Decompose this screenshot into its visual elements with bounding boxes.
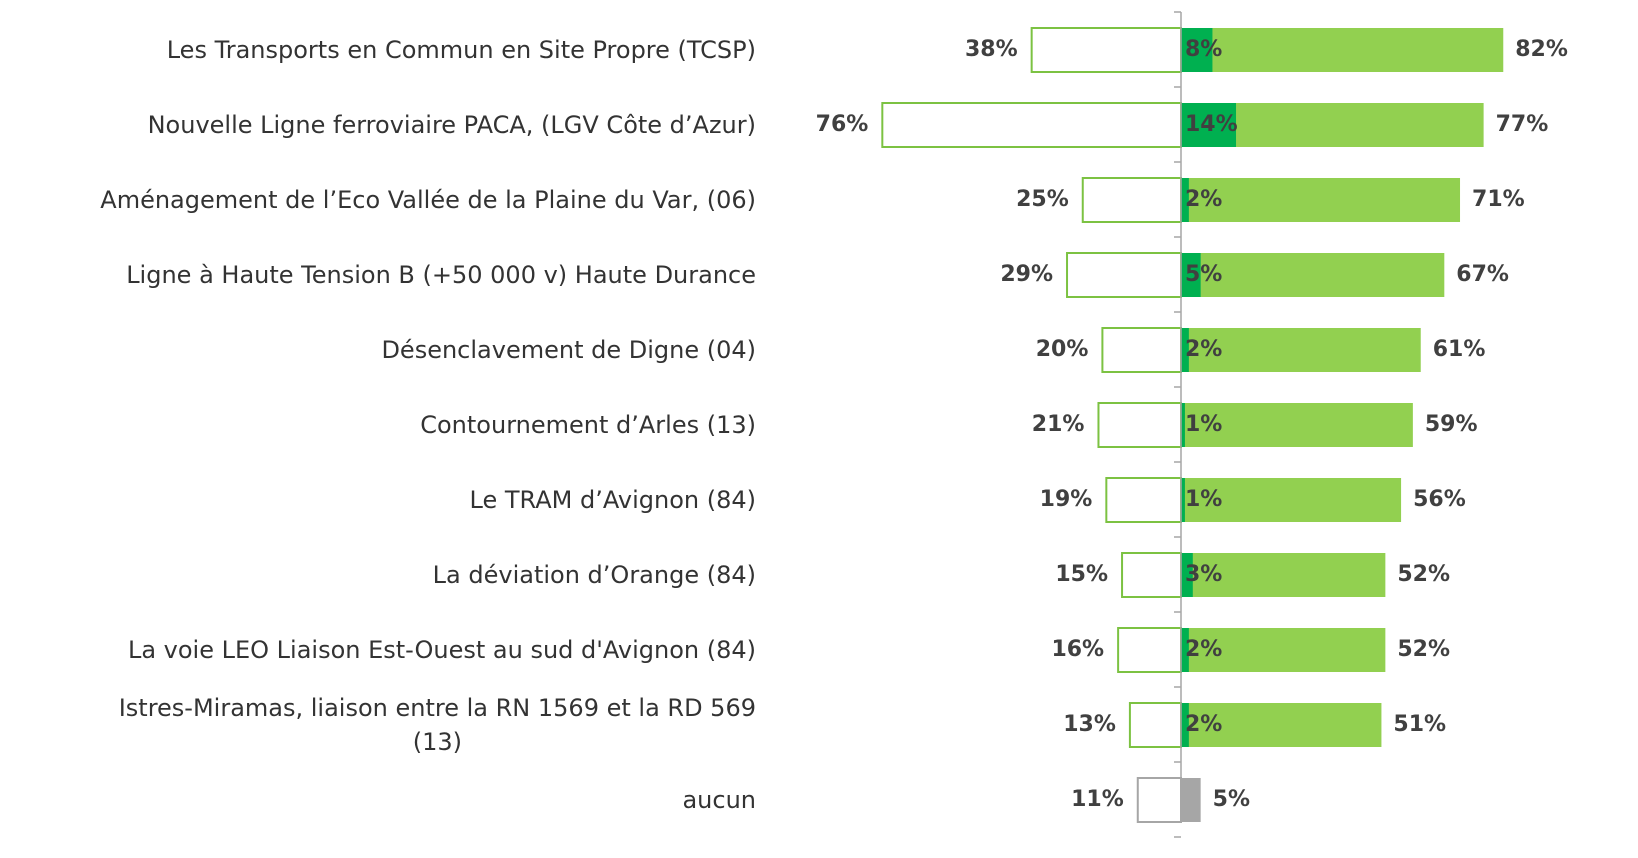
- left-value-label: 16%: [1051, 637, 1104, 662]
- left-value-label: 19%: [1040, 487, 1093, 512]
- category-label: Les Transports en Commun en Site Propre …: [166, 36, 756, 64]
- inner-bar: [1181, 103, 1237, 147]
- inner-bar: [1181, 403, 1185, 447]
- right-bar: [1181, 403, 1413, 447]
- right-value-label: 59%: [1425, 412, 1478, 437]
- category-label: Aménagement de l’Eco Vallée de la Plaine…: [100, 186, 756, 214]
- right-bar: [1181, 553, 1386, 597]
- inner-bar: [1181, 553, 1193, 597]
- inner-value-label: 3%: [1185, 562, 1222, 587]
- category-label: Le TRAM d’Avignon (84): [469, 486, 756, 514]
- category-label: Istres-Miramas, liaison entre la RN 1569…: [118, 694, 756, 756]
- right-value-label: 5%: [1213, 787, 1250, 812]
- inner-value-label: 5%: [1185, 262, 1222, 287]
- right-bar: [1181, 778, 1201, 822]
- inner-bar: [1181, 628, 1189, 672]
- left-value-label: 20%: [1036, 337, 1089, 362]
- right-bar: [1181, 328, 1421, 372]
- left-bar: [1097, 402, 1182, 448]
- left-value-label: 76%: [816, 112, 869, 137]
- left-value-label: 11%: [1071, 787, 1124, 812]
- left-bar: [881, 102, 1182, 148]
- category-label: Nouvelle Ligne ferroviaire PACA, (LGV Cô…: [147, 111, 756, 139]
- right-value-label: 51%: [1393, 712, 1446, 737]
- right-bar: [1181, 28, 1504, 72]
- right-value-label: 77%: [1496, 112, 1549, 137]
- left-value-label: 21%: [1032, 412, 1085, 437]
- inner-value-label: 14%: [1185, 112, 1238, 137]
- right-value-label: 67%: [1456, 262, 1509, 287]
- right-value-label: 71%: [1472, 187, 1525, 212]
- left-bar: [1117, 627, 1182, 673]
- category-label: Contournement d’Arles (13): [420, 411, 756, 439]
- right-bar: [1181, 253, 1445, 297]
- inner-value-label: 2%: [1185, 337, 1222, 362]
- inner-value-label: 2%: [1185, 712, 1222, 737]
- inner-bar: [1181, 28, 1213, 72]
- left-bar: [1121, 552, 1183, 598]
- right-bar: [1181, 703, 1382, 747]
- inner-value-label: 8%: [1185, 37, 1222, 62]
- left-value-label: 15%: [1055, 562, 1108, 587]
- inner-bar: [1181, 253, 1201, 297]
- inner-value-label: 2%: [1185, 187, 1222, 212]
- left-bar: [1136, 777, 1183, 823]
- right-value-label: 52%: [1397, 637, 1450, 662]
- category-label: La déviation d’Orange (84): [432, 561, 756, 589]
- left-value-label: 38%: [965, 37, 1018, 62]
- category-label: Désenclavement de Digne (04): [381, 336, 756, 364]
- category-label: Ligne à Haute Tension B (+50 000 v) Haut…: [126, 261, 756, 289]
- inner-value-label: 1%: [1185, 412, 1222, 437]
- right-value-label: 82%: [1515, 37, 1568, 62]
- right-bar: [1181, 478, 1402, 522]
- inner-value-label: 1%: [1185, 487, 1222, 512]
- left-bar: [1081, 177, 1182, 223]
- inner-bar: [1181, 703, 1189, 747]
- left-bar: [1030, 27, 1183, 73]
- left-bar: [1101, 327, 1183, 373]
- left-value-label: 13%: [1063, 712, 1116, 737]
- left-value-label: 25%: [1016, 187, 1069, 212]
- right-value-label: 56%: [1413, 487, 1466, 512]
- right-value-label: 61%: [1433, 337, 1486, 362]
- category-label: La voie LEO Liaison Est-Ouest au sud d'A…: [127, 636, 756, 664]
- right-bar: [1181, 628, 1386, 672]
- right-bar: [1181, 178, 1461, 222]
- left-bar: [1105, 477, 1182, 523]
- inner-bar: [1181, 178, 1189, 222]
- left-bar: [1128, 702, 1183, 748]
- left-value-label: 29%: [1000, 262, 1053, 287]
- category-label: aucun: [682, 786, 756, 814]
- inner-value-label: 2%: [1185, 637, 1222, 662]
- inner-bar: [1181, 328, 1189, 372]
- right-value-label: 52%: [1397, 562, 1450, 587]
- left-bar: [1066, 252, 1183, 298]
- inner-bar: [1181, 478, 1185, 522]
